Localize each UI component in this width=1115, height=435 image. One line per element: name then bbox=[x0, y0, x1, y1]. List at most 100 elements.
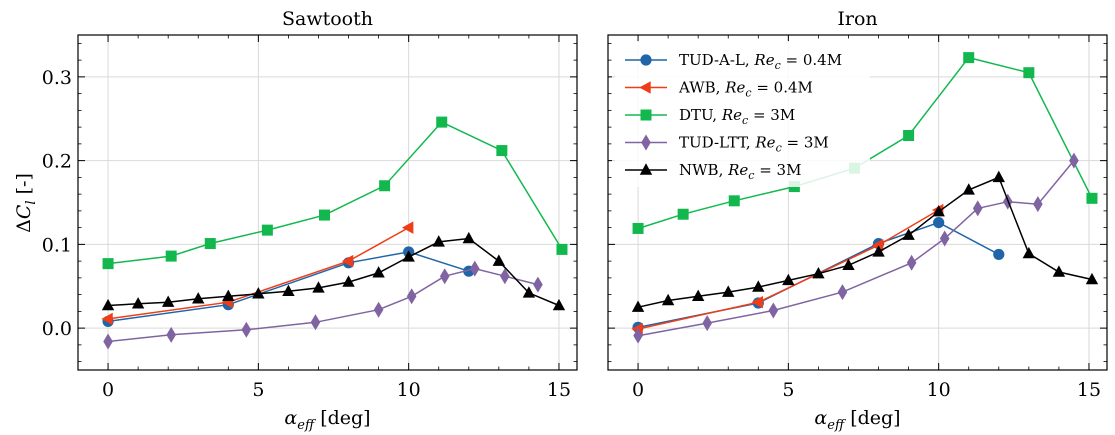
data-point bbox=[1023, 67, 1035, 79]
data-point bbox=[872, 245, 885, 257]
data-point bbox=[1022, 246, 1036, 259]
legend-label: TUD-LTT, Rec = 3M bbox=[679, 134, 829, 155]
data-point bbox=[318, 209, 330, 221]
legend-box bbox=[612, 41, 870, 187]
data-point bbox=[993, 248, 1005, 261]
data-point bbox=[101, 298, 115, 311]
data-point bbox=[161, 295, 175, 307]
data-point bbox=[436, 116, 448, 128]
legend-marker bbox=[639, 81, 651, 94]
data-point bbox=[282, 284, 295, 296]
x-tick-label: 15 bbox=[547, 379, 571, 401]
x-tick-label: 10 bbox=[927, 379, 951, 401]
data-point bbox=[165, 250, 177, 262]
data-point bbox=[992, 170, 1005, 183]
legend-label: DTU, Rec = 3M bbox=[679, 106, 795, 127]
panel-sawtooth: 0 5 10 15 0.0 0.1 0.2 0.3 Sawtooth αeff [deg] bbox=[42, 8, 578, 433]
data-point bbox=[752, 280, 765, 292]
panel-iron: 0 5 10 15 Iron αeff [deg] bbox=[607, 8, 1108, 433]
legend-item: AWB, Rec = 0.4M bbox=[625, 79, 813, 100]
legend-label: TUD-A-L, Rec = 0.4M bbox=[679, 51, 842, 72]
data-point bbox=[432, 235, 445, 247]
data-point bbox=[933, 217, 945, 229]
data-point bbox=[373, 301, 384, 318]
data-point bbox=[522, 286, 536, 298]
data-point bbox=[492, 254, 506, 266]
data-point bbox=[972, 200, 983, 217]
data-point bbox=[963, 52, 975, 64]
data-point bbox=[728, 195, 740, 207]
series-line-4 bbox=[108, 237, 560, 307]
data-point bbox=[1052, 265, 1066, 277]
data-point bbox=[1069, 152, 1079, 169]
plot-frame bbox=[607, 34, 1108, 371]
series-line-3 bbox=[108, 267, 539, 343]
data-point bbox=[556, 243, 568, 255]
series-line-1 bbox=[107, 226, 410, 320]
data-point bbox=[902, 228, 915, 240]
data-point bbox=[312, 281, 325, 293]
x-tick-label: 0 bbox=[102, 379, 114, 401]
legend-marker bbox=[640, 109, 652, 121]
y-tick-label: 0.2 bbox=[42, 151, 72, 173]
legend-item: NWB, Rec = 3M bbox=[625, 161, 801, 182]
data-point bbox=[782, 273, 795, 286]
panel-title: Sawtooth bbox=[282, 8, 373, 30]
data-point bbox=[932, 205, 945, 217]
data-point bbox=[533, 276, 543, 293]
y-tick-label: 0.3 bbox=[42, 67, 72, 89]
data-point bbox=[903, 130, 915, 141]
data-point bbox=[372, 266, 385, 278]
data-point bbox=[871, 239, 884, 252]
data-point bbox=[166, 326, 176, 343]
legend-marker bbox=[641, 134, 651, 151]
x-tick-label: 5 bbox=[782, 379, 794, 401]
data-point bbox=[812, 266, 825, 279]
x-tick-label: 10 bbox=[397, 379, 421, 401]
data-point bbox=[241, 321, 252, 338]
data-point bbox=[192, 292, 205, 304]
data-point bbox=[103, 333, 113, 350]
x-tick-label: 15 bbox=[1077, 379, 1101, 401]
panel-title: Iron bbox=[837, 8, 877, 30]
series-line-4 bbox=[637, 176, 1093, 308]
data-point bbox=[379, 180, 391, 192]
legend-item: TUD-A-L, Rec = 0.4M bbox=[625, 51, 842, 72]
data-point bbox=[222, 289, 235, 301]
data-point bbox=[906, 254, 917, 271]
data-point bbox=[1086, 192, 1098, 204]
data-point bbox=[633, 327, 643, 344]
series-line-3 bbox=[637, 160, 1075, 337]
data-point bbox=[768, 302, 779, 319]
data-point bbox=[939, 230, 950, 247]
data-point bbox=[341, 254, 354, 268]
data-point bbox=[131, 297, 145, 309]
data-point bbox=[1033, 196, 1043, 213]
y-axis-label: ΔCl [-] bbox=[13, 173, 39, 233]
data-point bbox=[402, 250, 415, 262]
series-line-2 bbox=[108, 121, 563, 265]
data-point bbox=[261, 224, 273, 236]
data-point bbox=[702, 315, 712, 332]
data-point bbox=[722, 285, 735, 297]
data-point bbox=[342, 275, 355, 287]
data-point bbox=[842, 258, 855, 271]
y-tick-label: 0.1 bbox=[42, 234, 72, 256]
x-tick-label: 5 bbox=[252, 379, 264, 401]
data-point bbox=[102, 258, 114, 270]
data-point bbox=[406, 288, 417, 305]
legend-marker bbox=[639, 163, 653, 175]
data-point bbox=[552, 298, 566, 311]
plot-frame bbox=[77, 34, 578, 371]
y-tick-label: 0.0 bbox=[42, 318, 72, 340]
data-point bbox=[469, 260, 480, 277]
data-point bbox=[496, 145, 508, 157]
data-point bbox=[837, 284, 848, 301]
data-point bbox=[101, 312, 113, 326]
data-point bbox=[439, 268, 450, 285]
data-point bbox=[677, 208, 689, 220]
data-point bbox=[691, 289, 705, 301]
data-point bbox=[962, 183, 975, 195]
data-point bbox=[1085, 272, 1099, 285]
